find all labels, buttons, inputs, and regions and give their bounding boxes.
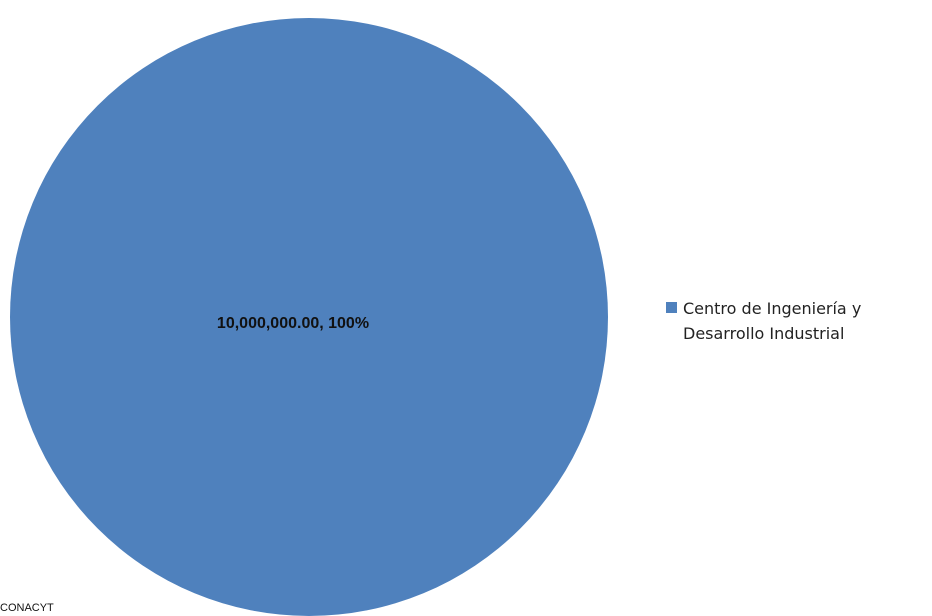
pie-slices [10,18,608,616]
pie-data-labels: 10,000,000.00, 100% [217,315,369,332]
pie-data-label-0: 10,000,000.00, 100% [217,315,369,332]
pie-slice-0 [10,18,608,616]
legend-swatch-centro [666,302,677,313]
legend-label-centro: Centro de Ingeniería y Desarrollo Indust… [683,299,862,343]
chart-legend: Centro de Ingeniería y Desarrollo Indust… [666,296,928,346]
source-note: CONACYT [0,602,54,614]
